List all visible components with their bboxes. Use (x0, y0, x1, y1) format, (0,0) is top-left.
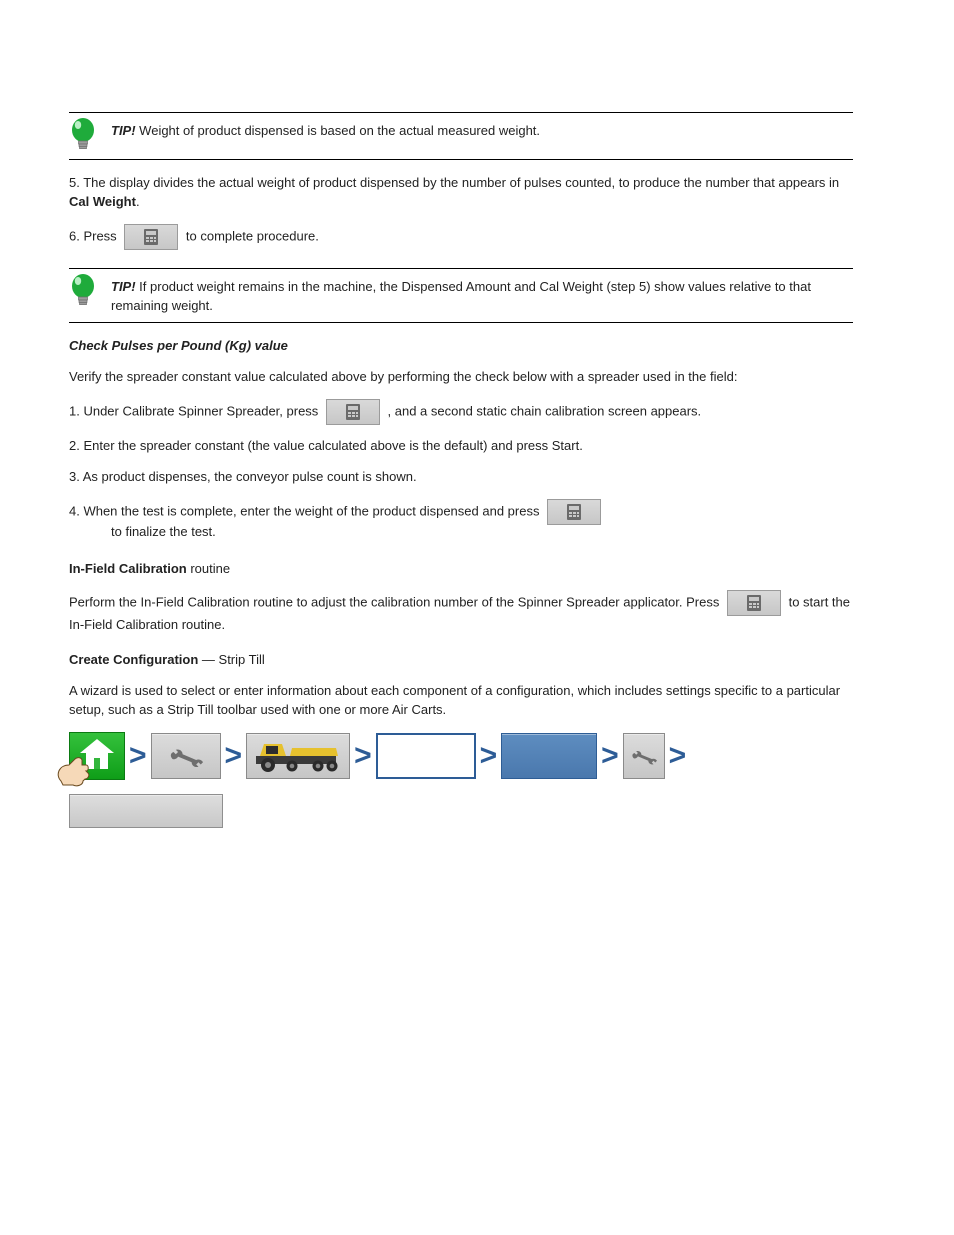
chevron-right-icon: > (597, 741, 623, 771)
tip-box-2: TIP! If product weight remains in the ma… (69, 268, 853, 324)
calculate-button[interactable] (547, 499, 601, 525)
tip-2-text: If product weight remains in the machine… (111, 279, 811, 313)
static-text: 2. Enter the spreader constant (the valu… (69, 437, 853, 456)
static-text: Verify the spreader constant value calcu… (69, 368, 853, 387)
lightbulb-icon (69, 118, 97, 152)
tip-label: TIP! (111, 279, 136, 294)
chevron-right-icon: > (476, 741, 502, 771)
static-text: A wizard is used to select or enter info… (69, 682, 853, 720)
home-button[interactable] (69, 732, 125, 780)
static-text: 4. When the test is complete, enter the … (69, 499, 853, 525)
calculate-button[interactable] (326, 399, 380, 425)
chevron-right-icon: > (350, 741, 376, 771)
setup-button[interactable] (151, 733, 221, 779)
static-text: 1. Under Calibrate Spinner Spreader, pre… (69, 399, 853, 425)
chevron-right-icon: > (665, 741, 691, 771)
static-text: to finalize the test. (111, 523, 853, 542)
model-select[interactable] (501, 733, 597, 779)
lightbulb-icon (69, 274, 97, 308)
tip-1-text: Weight of product dispensed is based on … (136, 123, 540, 138)
static-text: 3. As product dispenses, the conveyor pu… (69, 468, 853, 487)
static-text: 5. The display divides the actual weight… (69, 174, 853, 212)
tip-label: TIP! (111, 123, 136, 138)
chevron-right-icon: > (125, 741, 151, 771)
calculate-button[interactable] (124, 224, 178, 250)
section-heading: In-Field Calibration (69, 561, 187, 576)
operation-button[interactable] (69, 794, 223, 828)
calculate-button[interactable] (727, 590, 781, 616)
subheading: Check Pulses per Pound (Kg) value (69, 338, 288, 353)
section-heading: Create Configuration (69, 652, 198, 667)
vehicle-button[interactable] (246, 733, 350, 779)
tip-box-1: TIP! Weight of product dispensed is base… (69, 112, 853, 160)
chevron-right-icon: > (221, 741, 247, 771)
static-text: 6. Press to complete procedure. (69, 224, 853, 250)
static-text: Perform the In-Field Calibration routine… (69, 590, 853, 635)
nav-breadcrumb: > > > > > (69, 732, 853, 828)
configure-button[interactable] (623, 733, 665, 779)
make-select[interactable] (376, 733, 476, 779)
